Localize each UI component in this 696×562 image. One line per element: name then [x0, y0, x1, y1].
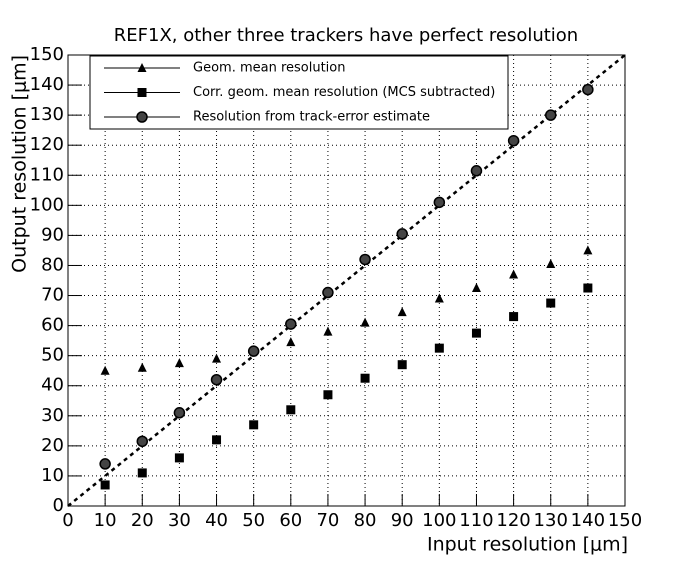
marker-triangle — [286, 337, 296, 347]
marker-triangle — [100, 365, 110, 375]
legend-label: Corr. geom. mean resolution (MCS subtrac… — [193, 85, 495, 100]
marker-triangle — [397, 307, 407, 317]
marker-square — [249, 420, 259, 430]
marker-square — [471, 328, 481, 338]
x-tick-label: 150 — [608, 510, 642, 531]
marker-circle — [247, 345, 260, 357]
x-tick-label: 10 — [94, 510, 117, 531]
x-tick-label: 60 — [279, 510, 302, 531]
marker-square — [212, 435, 222, 445]
marker-circle — [359, 253, 371, 266]
marker-triangle — [546, 258, 556, 268]
y-tick-label: 70 — [41, 285, 64, 306]
marker-square — [286, 405, 296, 415]
x-tick-label: 40 — [205, 510, 228, 531]
x-tick-label: 30 — [168, 510, 191, 531]
marker-square — [323, 390, 333, 400]
y-tick-label: 50 — [41, 345, 64, 366]
marker-triangle — [323, 326, 333, 336]
y-tick-label: 80 — [41, 254, 64, 275]
y-tick-label: 90 — [41, 224, 64, 245]
x-tick-label: 50 — [242, 510, 265, 531]
marker-square — [546, 298, 556, 308]
marker-square — [174, 453, 184, 463]
x-tick-label: 100 — [422, 510, 456, 531]
y-tick-label: 0 — [53, 495, 64, 516]
marker-triangle — [212, 353, 222, 363]
y-tick-label: 40 — [41, 375, 64, 396]
marker-circle — [470, 165, 483, 177]
marker-circle — [322, 286, 334, 299]
marker-square — [583, 283, 593, 293]
y-tick-label: 20 — [41, 435, 64, 456]
y-tick-label: 120 — [30, 134, 64, 155]
legend-label: Geom. mean resolution — [193, 61, 346, 76]
marker-triangle — [137, 63, 147, 72]
x-tick-label: 140 — [571, 510, 605, 531]
marker-square — [397, 360, 407, 370]
y-tick-label: 10 — [41, 465, 64, 486]
x-tick-label: 20 — [131, 510, 154, 531]
marker-circle — [210, 373, 223, 386]
legend-label: Resolution from track-error estimate — [193, 110, 430, 125]
marker-square — [137, 88, 147, 97]
marker-circle — [544, 109, 557, 121]
y-tick-label: 60 — [41, 315, 64, 336]
marker-triangle — [137, 362, 147, 372]
chart-title: REF1X, other three trackers have perfect… — [114, 25, 578, 46]
y-axis-label: Output resolution [μm] — [9, 55, 31, 273]
marker-triangle — [360, 317, 370, 327]
x-tick-label: 130 — [534, 510, 568, 531]
marker-circle — [285, 318, 297, 330]
y-tick-label: 100 — [30, 194, 64, 215]
x-tick-label: 120 — [496, 510, 530, 531]
marker-circle — [136, 111, 148, 123]
marker-triangle — [583, 245, 593, 255]
plot-frame — [67, 54, 626, 507]
x-tick-label: 70 — [316, 510, 339, 531]
x-tick-label: 110 — [459, 510, 493, 531]
marker-square — [360, 373, 370, 383]
marker-square — [509, 312, 519, 322]
marker-triangle — [509, 269, 519, 279]
marker-circle — [582, 83, 594, 96]
y-tick-label: 140 — [30, 74, 64, 95]
marker-circle — [136, 435, 149, 448]
marker-circle — [507, 134, 520, 147]
y-tick-label: 30 — [41, 405, 64, 426]
y-tick-label: 130 — [30, 104, 64, 125]
marker-circle — [173, 407, 186, 419]
y-tick-label: 150 — [30, 44, 64, 65]
marker-circle — [433, 196, 446, 209]
marker-square — [434, 343, 444, 353]
x-tick-label: 90 — [391, 510, 414, 531]
marker-circle — [99, 458, 111, 470]
x-axis-label: Input resolution [μm] — [427, 534, 628, 556]
marker-square — [137, 468, 147, 478]
marker-triangle — [434, 293, 444, 303]
y-tick-label: 110 — [30, 164, 64, 185]
x-tick-label: 80 — [354, 510, 377, 531]
marker-triangle — [471, 283, 481, 293]
marker-triangle — [174, 358, 184, 368]
x-tick-label: 0 — [62, 510, 73, 531]
marker-circle — [396, 228, 408, 240]
marker-square — [100, 480, 110, 490]
